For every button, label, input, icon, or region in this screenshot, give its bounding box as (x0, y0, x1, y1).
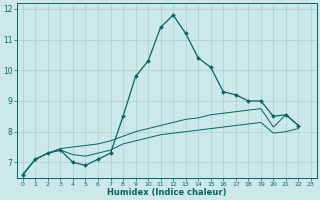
X-axis label: Humidex (Indice chaleur): Humidex (Indice chaleur) (107, 188, 227, 197)
